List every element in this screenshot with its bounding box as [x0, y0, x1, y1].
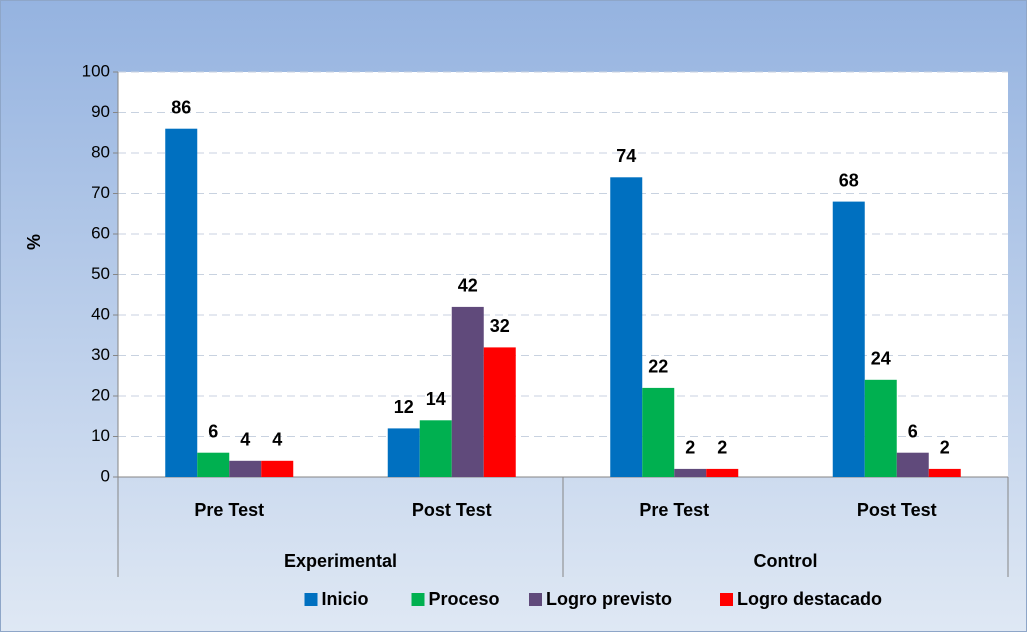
legend-label: Logro previsto — [546, 589, 672, 609]
y-tick-label: 30 — [91, 345, 110, 364]
y-tick-label: 80 — [91, 142, 110, 161]
data-label: 74 — [616, 146, 636, 166]
y-tick-label: 100 — [82, 61, 110, 80]
x-tick-label: Pre Test — [639, 500, 709, 520]
bar — [165, 128, 198, 477]
bar — [864, 379, 897, 477]
bar — [706, 468, 739, 477]
y-tick-label: 40 — [91, 304, 110, 323]
bar — [419, 420, 452, 477]
y-tick-label: 70 — [91, 183, 110, 202]
bar — [483, 347, 516, 477]
y-axis-label: % — [24, 234, 44, 250]
y-tick-label: 90 — [91, 102, 110, 121]
bar — [674, 468, 707, 477]
data-label: 4 — [272, 430, 282, 450]
bar — [197, 452, 230, 477]
data-label: 32 — [490, 316, 510, 336]
bar — [642, 387, 675, 477]
legend-swatch — [304, 593, 318, 606]
bar — [229, 460, 262, 477]
bar — [928, 468, 961, 477]
data-label: 68 — [839, 170, 859, 190]
group-label: Experimental — [284, 551, 397, 571]
y-tick-label: 0 — [101, 466, 110, 485]
y-tick-label: 20 — [91, 385, 110, 404]
bar — [832, 201, 865, 477]
x-tick-label: Pre Test — [194, 500, 264, 520]
legend-swatch — [720, 593, 733, 606]
bar — [896, 452, 929, 477]
data-label: 14 — [426, 389, 446, 409]
y-tick-label: 60 — [91, 223, 110, 242]
data-label: 22 — [648, 357, 668, 377]
legend-label: Proceso — [429, 589, 500, 609]
y-tick-label: 10 — [91, 426, 110, 445]
bar — [261, 460, 294, 477]
y-tick-label: 50 — [91, 264, 110, 283]
data-label: 6 — [908, 421, 918, 441]
data-label: 4 — [240, 430, 250, 450]
data-label: 42 — [458, 276, 478, 296]
legend-label: Logro destacado — [737, 589, 882, 609]
legend-swatch — [411, 593, 425, 606]
group-label: Control — [754, 551, 818, 571]
data-label: 2 — [717, 438, 727, 458]
x-tick-label: Post Test — [857, 500, 937, 520]
data-label: 2 — [940, 438, 950, 458]
bar — [387, 428, 420, 477]
bar — [451, 306, 484, 477]
legend-label: Inicio — [322, 589, 369, 609]
data-label: 12 — [394, 397, 414, 417]
bar — [610, 177, 643, 478]
data-label: 24 — [871, 349, 891, 369]
data-label: 86 — [171, 97, 191, 117]
legend-swatch — [529, 593, 542, 606]
data-label: 2 — [685, 438, 695, 458]
data-label: 6 — [208, 421, 218, 441]
x-tick-label: Post Test — [412, 500, 492, 520]
